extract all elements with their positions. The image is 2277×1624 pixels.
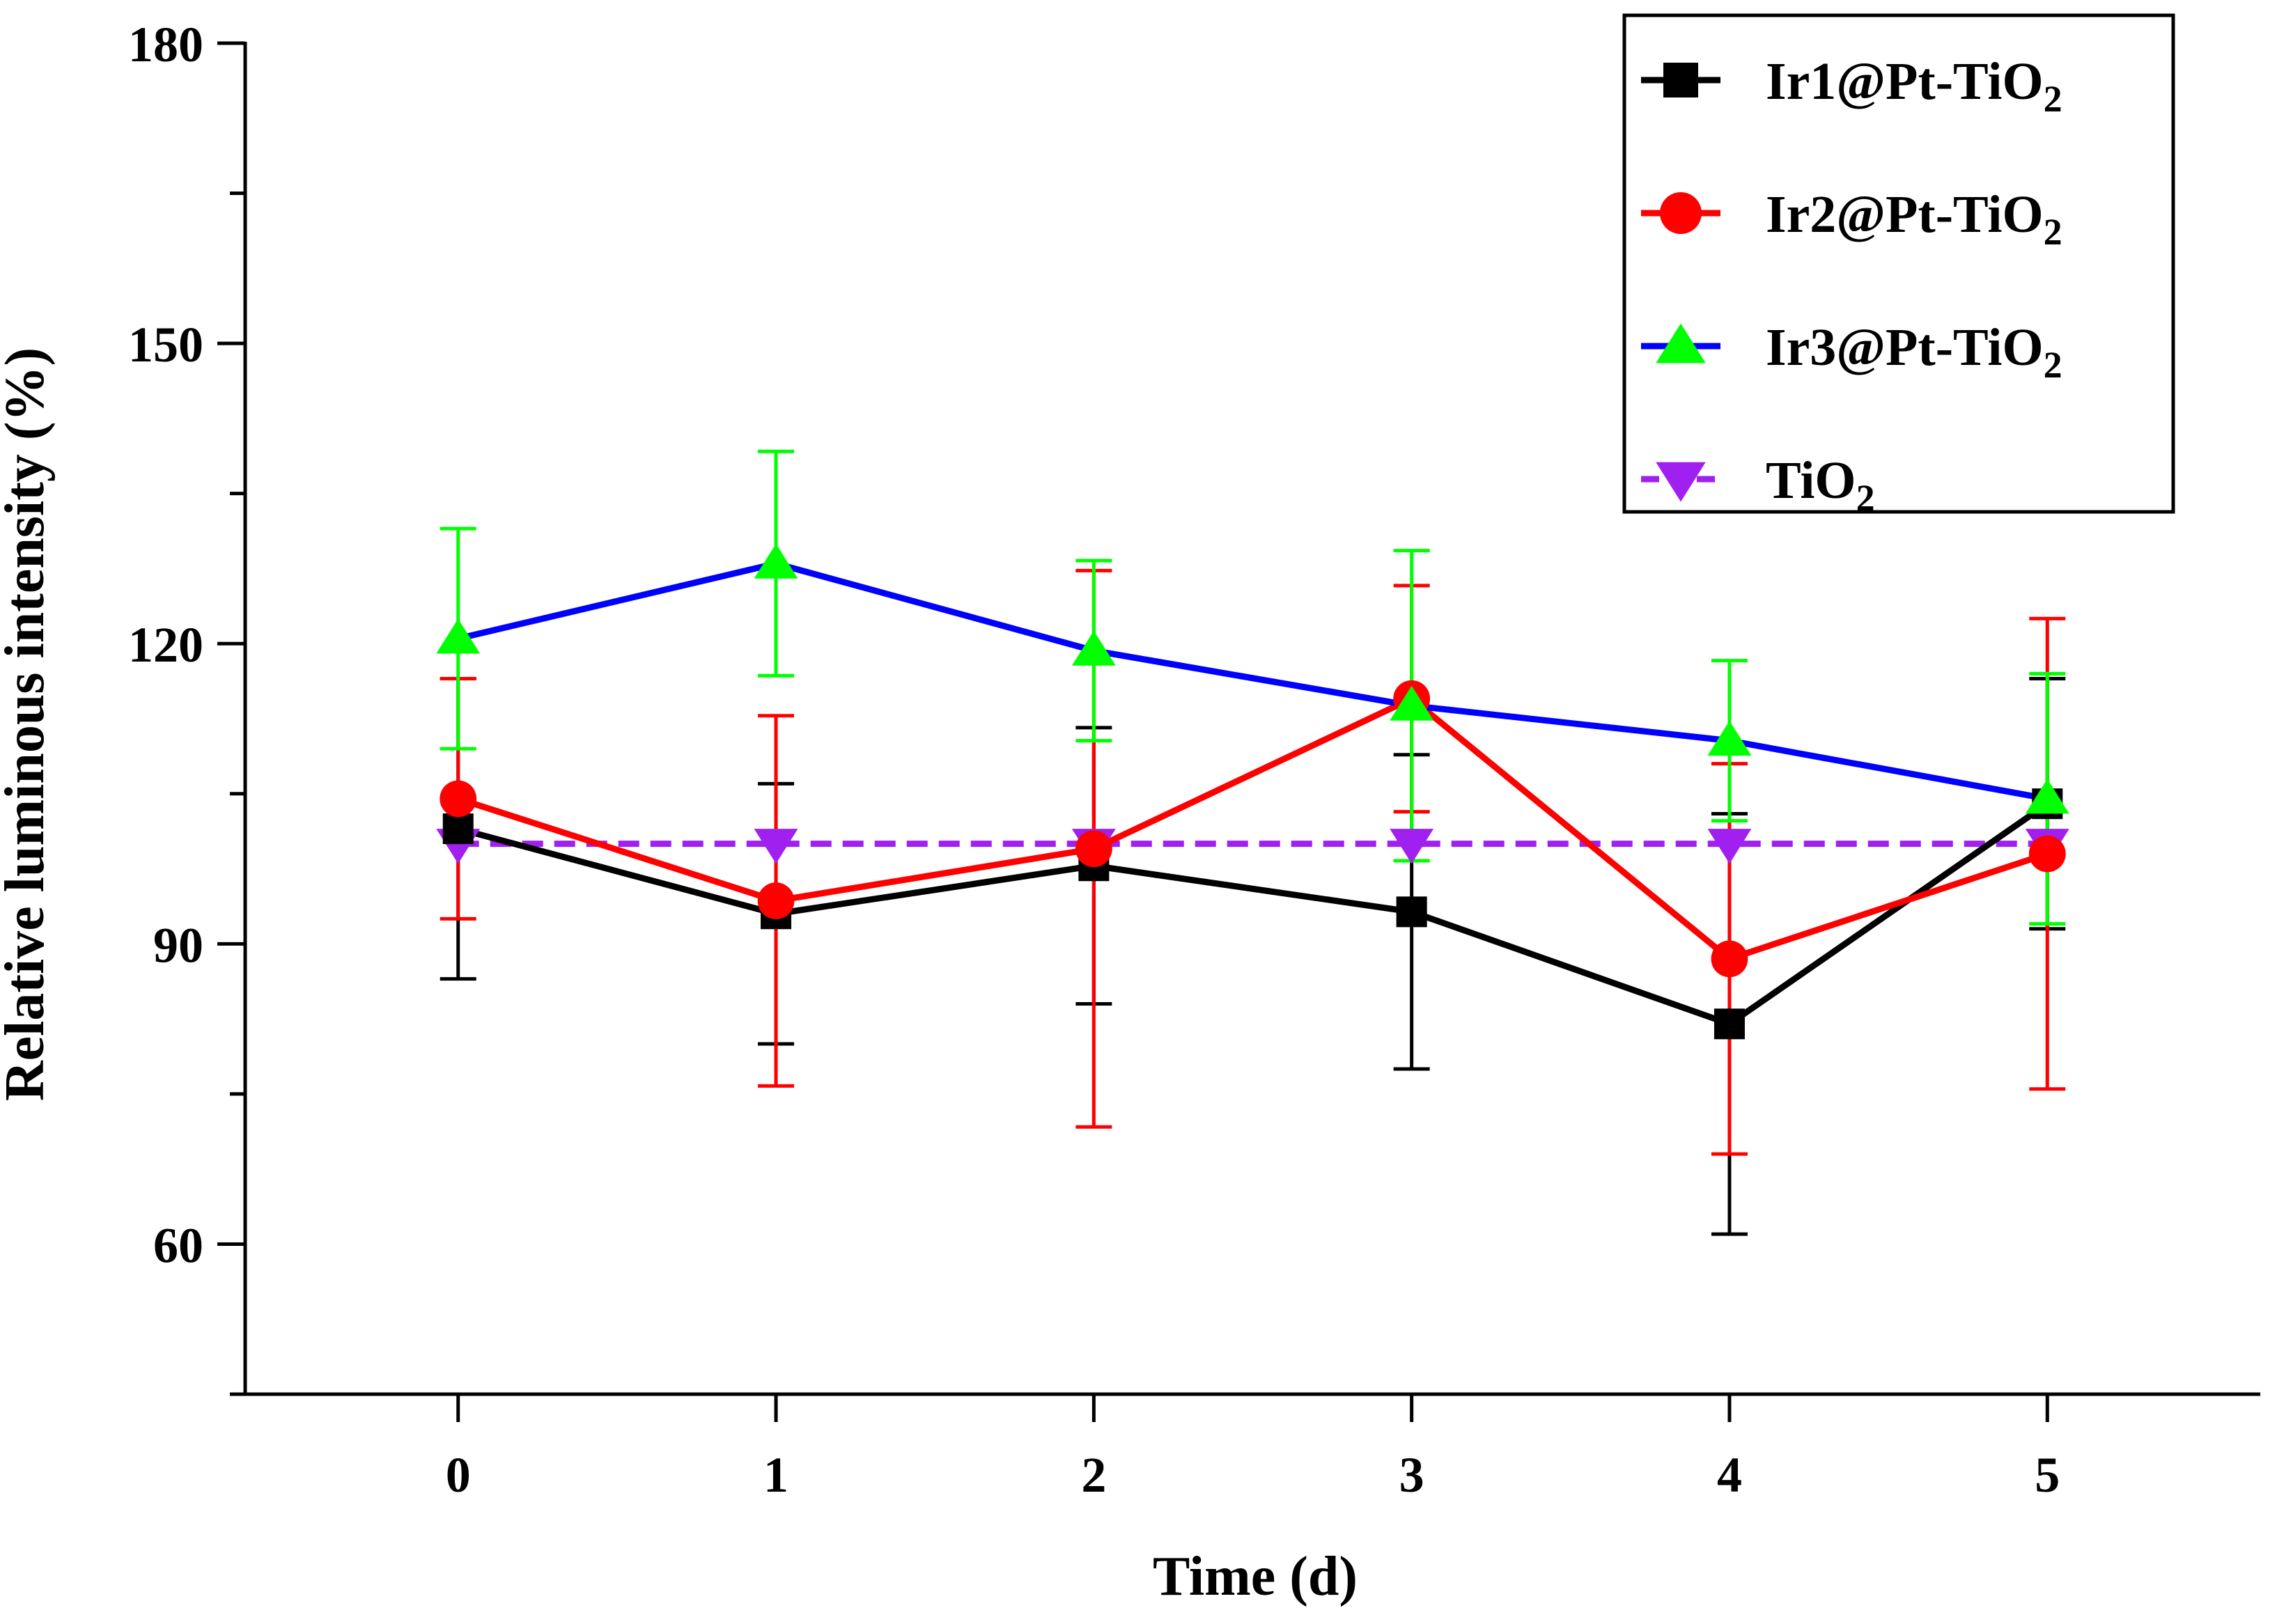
axes [243, 42, 2260, 1396]
x-tick-label: 1 [763, 1447, 788, 1503]
data-point [440, 780, 477, 818]
y-tick-label: 180 [128, 17, 203, 72]
legend-label-subscript: 2 [2044, 78, 2062, 120]
data-point [1390, 685, 1434, 721]
x-tick-label: 0 [446, 1447, 471, 1503]
series-lines [457, 560, 2049, 1027]
legend-label: TiO2 [1766, 451, 1875, 519]
legend-label-text: Ir2@Pt-TiO [1766, 185, 2044, 244]
x-axis-title: Time (d) [1153, 1546, 1358, 1607]
data-point [2025, 779, 2069, 814]
legend-label-text: Ir3@Pt-TiO [1766, 318, 2044, 377]
y-axis-ticks: 60 90 120 150 180 [128, 17, 245, 1396]
y-tick-label: 60 [153, 1217, 203, 1273]
data-point [1707, 829, 1752, 864]
y-tick-label: 90 [153, 917, 203, 973]
legend-label-subscript: 2 [1856, 477, 1875, 519]
legend-marker [1660, 192, 1702, 234]
legend-label-subscript: 2 [2044, 211, 2062, 253]
legend-label: Ir1@Pt-TiO2 [1766, 52, 2062, 120]
legend-box [1622, 13, 2175, 514]
legend-label-text: TiO [1766, 451, 1856, 510]
data-point [1396, 896, 1427, 928]
x-tick-label: 4 [1717, 1447, 1742, 1503]
legend-label-text: Ir1@Pt-TiO [1766, 52, 2044, 111]
legend-label: Ir2@Pt-TiO2 [1766, 185, 2062, 253]
series-line-0 [457, 801, 2049, 1027]
series-markers [436, 543, 2069, 1040]
y-tick-label: 150 [128, 317, 203, 373]
legend-label-subscript: 2 [2044, 344, 2062, 386]
data-point [757, 882, 795, 919]
data-point [436, 618, 481, 654]
data-point [1711, 940, 1748, 978]
data-point [2028, 835, 2066, 873]
data-point [1707, 721, 1752, 756]
series-line-1 [457, 695, 2049, 962]
data-point [442, 813, 474, 845]
data-point [754, 829, 798, 864]
data-point [754, 543, 798, 579]
legend-marker [1663, 63, 1698, 97]
x-tick-label: 2 [1081, 1447, 1106, 1503]
x-tick-label: 5 [2035, 1447, 2060, 1503]
data-point [1713, 1008, 1745, 1040]
legend-marker [1656, 323, 1706, 364]
y-axis-title: Relative luminous intensity (%) [0, 348, 56, 1101]
data-point [1071, 630, 1116, 666]
series-line-2 [457, 560, 2049, 802]
legend-marker [1656, 462, 1706, 502]
legend-label: Ir3@Pt-TiO2 [1766, 318, 2062, 386]
x-tick-label: 3 [1399, 1447, 1424, 1503]
data-point [1075, 830, 1112, 868]
data-point [1390, 829, 1434, 864]
x-axis-ticks: 0 1 2 3 4 5 [446, 1394, 2060, 1503]
y-tick-label: 120 [128, 617, 203, 673]
